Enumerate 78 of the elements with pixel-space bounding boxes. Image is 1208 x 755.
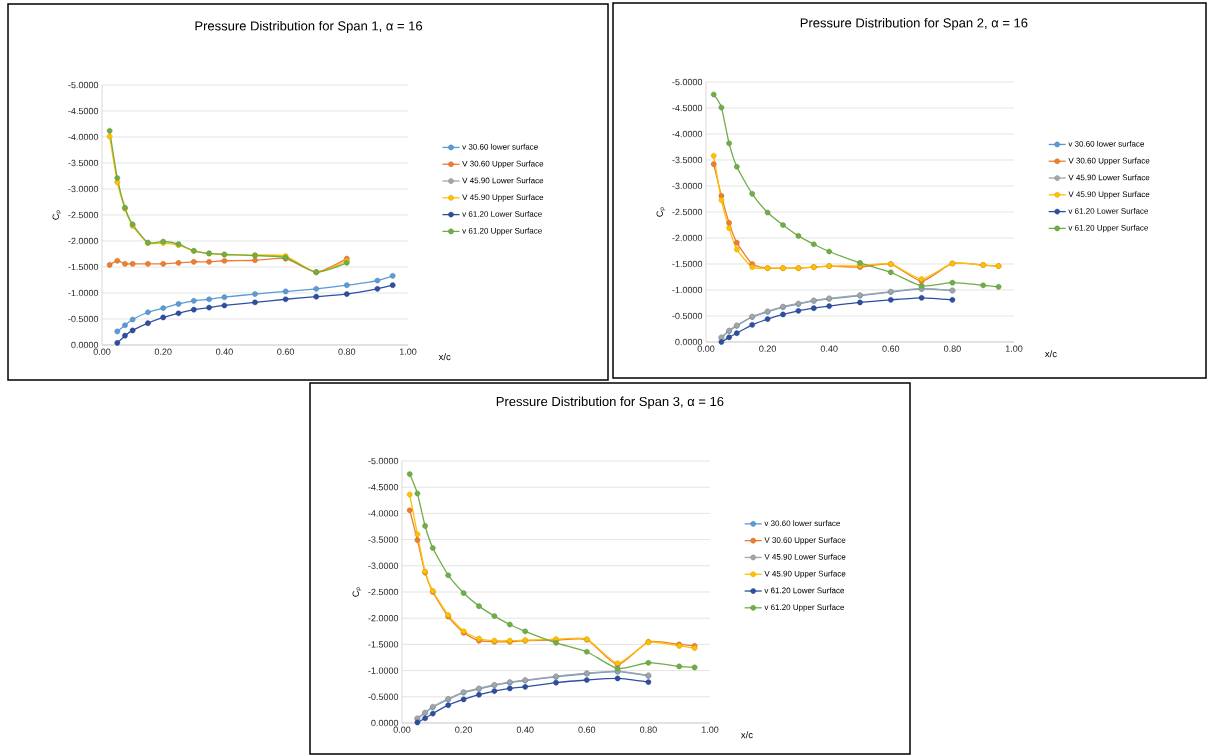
x-tick-label: 0.40 xyxy=(215,348,233,355)
legend-label: V 30.60 Upper Surface xyxy=(462,160,544,169)
y-tick-label: -0.5000 xyxy=(68,315,99,323)
x-tick-label: 1.00 xyxy=(1005,345,1023,352)
x-tick-label: 0.00 xyxy=(393,726,411,733)
x-tick-label: 0.60 xyxy=(882,345,900,352)
y-tick-label: -3.0000 xyxy=(672,182,703,190)
legend-label: V 45.90 Upper Surface xyxy=(462,194,544,202)
legend-label: v 61.20 Upper Surface xyxy=(462,227,542,236)
legend-label: V 30.60 Upper Surface xyxy=(1068,157,1150,166)
x-tick-label: 0.60 xyxy=(277,348,295,355)
y-tick-label: -1.0000 xyxy=(68,289,99,297)
x-tick-label: 0.20 xyxy=(759,345,777,352)
x-axis-title: x/c xyxy=(741,731,753,739)
legend-label: v 61.20 Upper Surface xyxy=(1068,224,1149,233)
y-tick-label: -0.5000 xyxy=(368,693,399,700)
y-tick-label: -4.5000 xyxy=(672,104,703,112)
y-axis-title: C$_{p}$ xyxy=(352,587,362,597)
y-tick-label: -2.0000 xyxy=(672,234,703,242)
y-tick-label: -1.0000 xyxy=(368,667,399,674)
y-tick-label: -3.5000 xyxy=(368,536,399,543)
legend-label: V 45.90 Lower Surface xyxy=(462,177,544,184)
x-tick-label: 0.40 xyxy=(516,726,534,733)
legend-label: V 45.90 Upper Surface xyxy=(764,570,846,579)
x-tick-label: 0.60 xyxy=(578,726,596,733)
y-tick-label: -1.5000 xyxy=(68,263,99,271)
y-tick-label: -3.5000 xyxy=(672,156,703,164)
y-tick-label: -2.5000 xyxy=(672,208,703,216)
x-tick-label: 0.40 xyxy=(820,345,838,352)
y-tick-label: -4.5000 xyxy=(368,484,399,491)
x-tick-label: 0.20 xyxy=(455,726,473,733)
chart-title: Pressure Distribution for Span 3, α = 16 xyxy=(496,396,724,409)
y-tick-label: -5.0000 xyxy=(68,81,99,89)
y-tick-label: -3.0000 xyxy=(368,562,399,569)
legend-label: v 61.20 Upper Surface xyxy=(764,604,845,612)
legend-label: V 30.60 Upper Surface xyxy=(764,537,846,545)
legend-label: V 45.90 Lower Surface xyxy=(1068,174,1150,181)
y-tick-label: -2.5000 xyxy=(368,588,399,596)
legend-label: v 30.60 lower surface xyxy=(764,520,841,527)
x-tick-label: 0.00 xyxy=(697,345,715,352)
legend-label: v 61.20 Lower Surface xyxy=(1068,207,1149,214)
y-tick-label: -2.0000 xyxy=(68,237,99,245)
y-tick-label: -1.5000 xyxy=(672,260,703,268)
y-tick-label: -2.0000 xyxy=(368,615,399,622)
legend-label: V 45.90 Lower Surface xyxy=(764,553,846,560)
x-tick-label: 1.00 xyxy=(399,348,417,355)
y-tick-label: -2.5000 xyxy=(68,211,99,219)
y-tick-label: -1.5000 xyxy=(368,641,399,648)
y-axis-title: C$_{p}$ xyxy=(52,210,62,220)
y-tick-label: -4.0000 xyxy=(672,130,703,138)
legend-label: v 30.60 lower surface xyxy=(462,143,538,150)
y-tick-label: -4.0000 xyxy=(68,133,99,141)
chart-title: Pressure Distribution for Span 1, α = 16 xyxy=(195,20,423,34)
x-axis-title: x/c xyxy=(1045,350,1057,358)
chart-title: Pressure Distribution for Span 2, α = 16 xyxy=(800,17,1028,31)
y-tick-label: -4.5000 xyxy=(68,107,99,115)
y-tick-label: 0.0000 xyxy=(675,338,703,346)
y-tick-label: -3.0000 xyxy=(68,185,99,193)
y-tick-label: -5.0000 xyxy=(672,78,703,86)
legend-label: v 30.60 lower surface xyxy=(1068,140,1145,147)
x-tick-label: 0.80 xyxy=(639,726,657,733)
legend-label: v 61.20 Lower Surface xyxy=(462,210,542,217)
y-axis-title: C$_{p}$ xyxy=(656,207,666,217)
x-axis-title: x/c xyxy=(438,353,451,361)
y-tick-label: -0.5000 xyxy=(672,312,703,320)
y-tick-label: 0.0000 xyxy=(71,341,99,349)
x-tick-label: 0.80 xyxy=(943,345,961,352)
y-tick-label: -5.0000 xyxy=(368,457,399,465)
x-tick-label: 0.20 xyxy=(154,348,172,355)
legend-label: V 45.90 Upper Surface xyxy=(1068,191,1150,199)
x-tick-label: 0.00 xyxy=(93,348,111,355)
y-tick-label: -4.0000 xyxy=(368,510,399,517)
y-tick-label: -1.0000 xyxy=(672,286,703,294)
y-tick-label: 0.0000 xyxy=(371,719,399,727)
x-tick-label: 0.80 xyxy=(338,348,356,355)
x-tick-label: 1.00 xyxy=(701,726,719,733)
legend-label: v 61.20 Lower Surface xyxy=(764,587,845,594)
y-tick-label: -3.5000 xyxy=(68,159,99,167)
